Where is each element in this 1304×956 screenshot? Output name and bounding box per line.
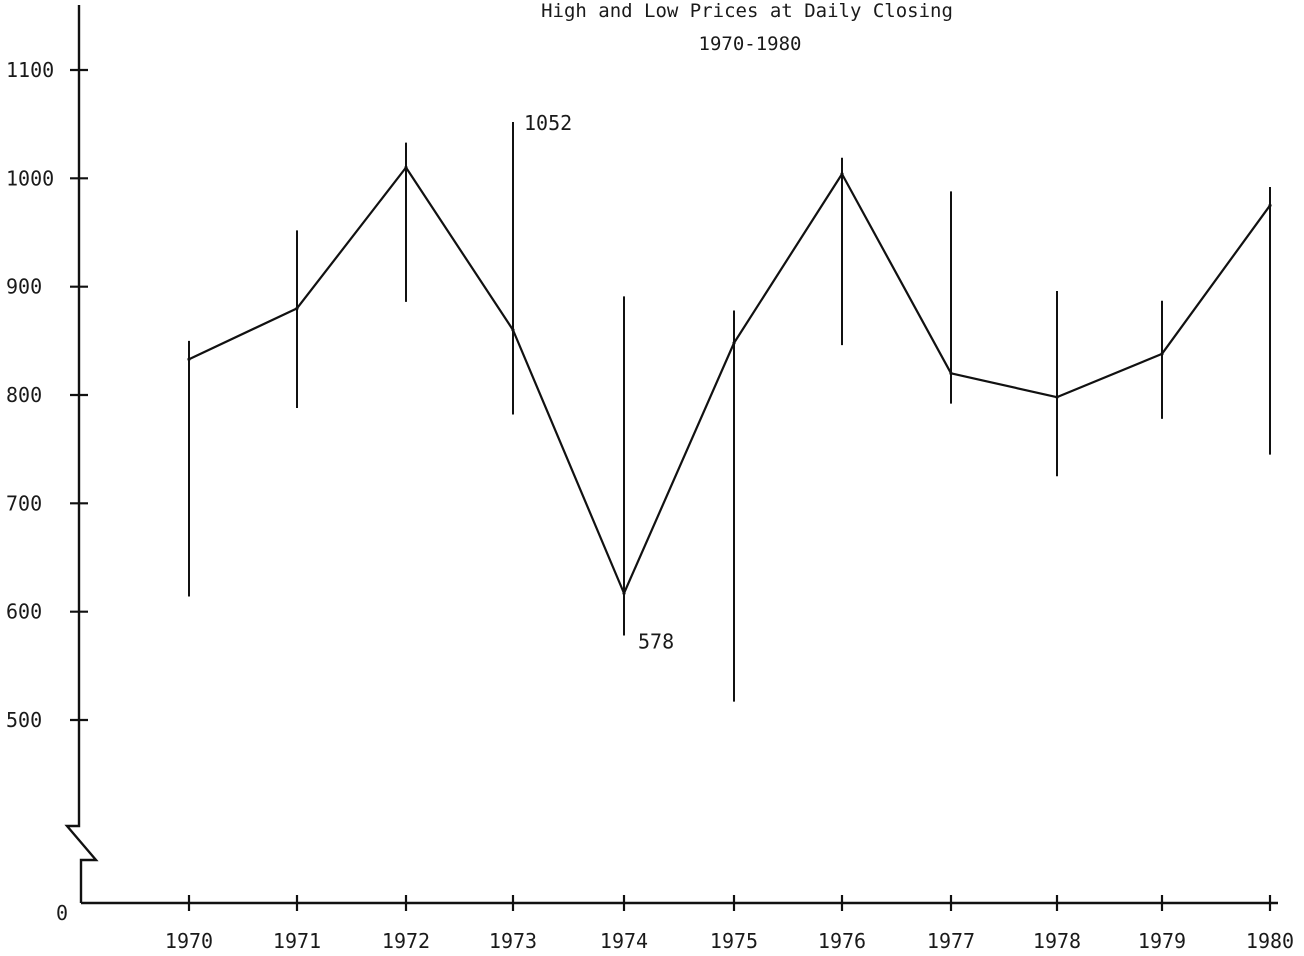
closing-point bbox=[622, 591, 626, 595]
closing-point bbox=[404, 165, 408, 170]
axes: 0 bbox=[56, 5, 1278, 925]
closing-point bbox=[295, 306, 299, 310]
high-low-bars bbox=[188, 122, 1271, 702]
y-tick-label: 600 bbox=[6, 600, 42, 624]
x-tick-label: 1970 bbox=[165, 929, 213, 953]
closing-line bbox=[188, 166, 1271, 595]
x-tick-label: 1978 bbox=[1033, 929, 1081, 953]
chart-title: High and Low Prices at Daily Closing bbox=[541, 0, 953, 22]
closing-point bbox=[1055, 395, 1059, 399]
x-tick-label: 1972 bbox=[382, 929, 430, 953]
x-tick-label: 1980 bbox=[1246, 929, 1294, 953]
y-axis bbox=[64, 5, 99, 903]
closing-point bbox=[840, 172, 844, 176]
closing-line-series bbox=[187, 165, 1272, 595]
y-tick-label: 1100 bbox=[6, 58, 54, 82]
y-tick-label: 1000 bbox=[6, 166, 54, 190]
x-tick-label: 1976 bbox=[818, 929, 866, 953]
x-tick-label: 1977 bbox=[927, 929, 975, 953]
y-tick-label: 800 bbox=[6, 383, 42, 407]
y-zero-label: 0 bbox=[56, 901, 68, 925]
closing-point bbox=[1268, 203, 1272, 208]
x-tick-label: 1974 bbox=[600, 929, 648, 953]
x-tick-label: 1979 bbox=[1138, 929, 1186, 953]
annotations: 1052 578 bbox=[524, 111, 674, 654]
y-ticks: 1100 1000 900 800 700 600 500 bbox=[6, 58, 88, 732]
chart-subtitle: 1970-1980 bbox=[699, 33, 802, 55]
closing-point bbox=[511, 328, 515, 332]
closing-point bbox=[1160, 352, 1164, 356]
x-tick-label: 1971 bbox=[273, 929, 321, 953]
data-label-annotation: 578 bbox=[638, 630, 674, 654]
closing-point bbox=[949, 371, 953, 375]
x-tick-label: 1973 bbox=[489, 929, 537, 953]
x-tick-label: 1975 bbox=[710, 929, 758, 953]
closing-point bbox=[732, 341, 736, 345]
y-tick-label: 900 bbox=[6, 275, 42, 299]
y-tick-label: 700 bbox=[6, 491, 42, 515]
data-label-annotation: 1052 bbox=[524, 111, 572, 135]
closing-point bbox=[187, 357, 191, 361]
y-tick-label: 500 bbox=[6, 708, 42, 732]
x-ticks: 1970 1971 1972 1973 1974 1975 1976 1977 1978 1979… bbox=[165, 895, 1294, 953]
